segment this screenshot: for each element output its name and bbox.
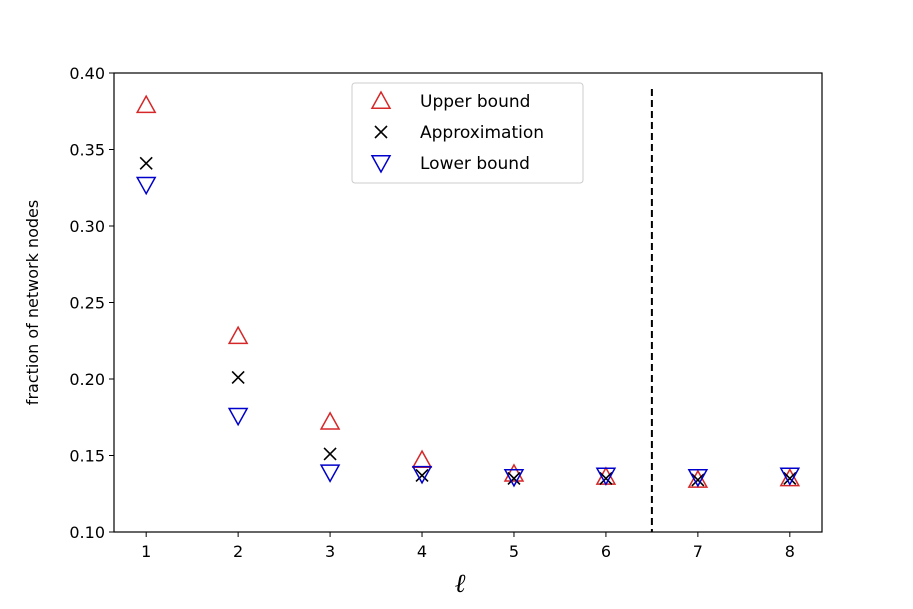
y-tick-label: 0.15	[69, 447, 105, 466]
legend-label-approximation: Approximation	[420, 123, 544, 143]
point-approximation	[139, 156, 153, 170]
y-tick-label: 0.20	[69, 370, 105, 389]
point-approximation	[507, 471, 521, 486]
x-tick-label: 5	[509, 542, 519, 561]
y-axis-label: fraction of network nodes	[23, 200, 42, 405]
x-tick-label: 7	[693, 542, 703, 561]
x-tick-label: 1	[141, 542, 151, 561]
y-tick-label: 0.25	[69, 294, 105, 313]
point-lower-bound	[595, 467, 617, 486]
legend-marker-approximation	[374, 125, 388, 139]
legend: Upper bound Approximation Lower bound	[351, 82, 584, 184]
point-lower-bound	[779, 467, 801, 486]
y-tick-label: 0.40	[69, 64, 105, 83]
x-tick-label: 6	[601, 542, 611, 561]
point-approximation	[415, 468, 429, 482]
y-tick-label: 0.10	[69, 523, 105, 542]
point-upper-bound	[227, 325, 249, 345]
legend-marker-lower-bound	[370, 155, 392, 174]
legend-label-lower-bound: Lower bound	[420, 154, 530, 174]
point-upper-bound	[595, 466, 617, 485]
x-tick-label: 4	[417, 542, 427, 561]
point-lower-bound	[503, 468, 525, 488]
legend-label-upper-bound: Upper bound	[420, 92, 530, 112]
x-tick-label: 8	[785, 542, 795, 561]
legend-entry-approximation: Approximation	[374, 123, 544, 143]
x-axis-label: ℓ	[455, 569, 466, 599]
legend-frame	[351, 82, 584, 184]
y-tick-label: 0.30	[69, 217, 105, 236]
legend-marker-upper-bound	[370, 90, 392, 109]
series-lower-bound	[135, 176, 801, 488]
point-upper-bound	[411, 449, 433, 469]
legend-entry-lower-bound: Lower bound	[370, 154, 530, 174]
point-upper-bound	[319, 411, 341, 430]
x-tick-label: 2	[233, 542, 243, 561]
point-approximation	[783, 471, 797, 486]
point-lower-bound	[687, 468, 709, 488]
point-lower-bound	[411, 465, 433, 485]
y-tick-label: 0.35	[69, 141, 105, 160]
point-lower-bound	[319, 464, 341, 483]
point-approximation	[323, 447, 337, 461]
series-approximation	[139, 156, 797, 487]
point-lower-bound	[227, 407, 249, 427]
point-upper-bound	[135, 94, 157, 114]
point-approximation	[599, 471, 613, 486]
point-approximation	[691, 473, 705, 487]
legend-entry-upper-bound: Upper bound	[370, 90, 530, 112]
point-approximation	[231, 370, 245, 385]
point-lower-bound	[135, 176, 157, 196]
x-tick-label: 3	[325, 542, 335, 561]
